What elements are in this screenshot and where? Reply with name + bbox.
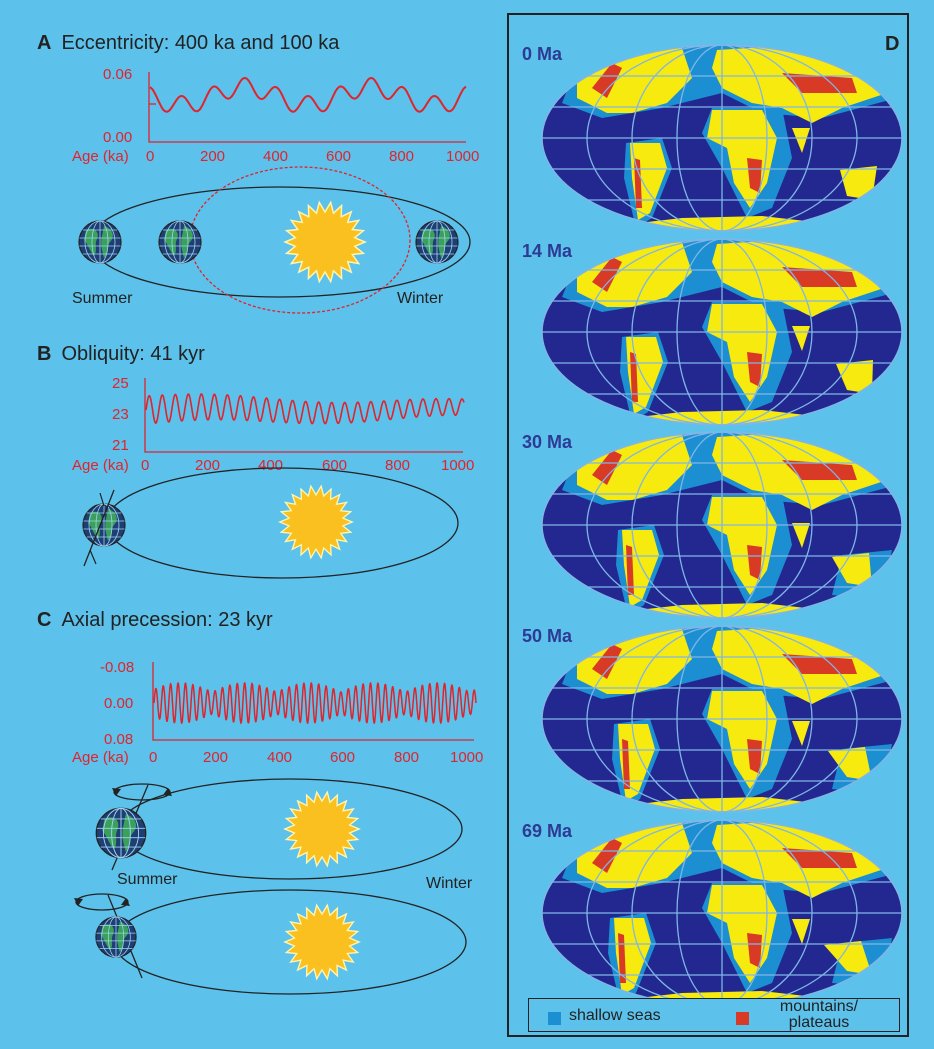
sun-icon xyxy=(278,484,354,560)
panel-c-xtick-600: 600 xyxy=(330,749,356,766)
panel-b-ytick-23: 23 xyxy=(112,406,129,423)
map-label-30ma: 30 Ma xyxy=(522,432,573,452)
panel-b-xlabel: Age (ka) xyxy=(72,457,129,474)
panel-a-title-text: Eccentricity: 400 ka and 100 ka xyxy=(61,32,340,54)
panel-c-xtick-400: 400 xyxy=(267,749,293,766)
earth-icon xyxy=(78,220,122,264)
panel-a-xtick-200: 200 xyxy=(200,148,226,165)
panel-a-xtick-600: 600 xyxy=(326,148,352,165)
earth-icon xyxy=(95,807,147,859)
earth-icon xyxy=(82,503,126,547)
panel-c-title-text: Axial precession: 23 kyr xyxy=(61,609,273,631)
legend-swatch-mountains xyxy=(736,1012,749,1025)
panel-a-letter: A xyxy=(37,32,52,54)
panel-c-ytick-mid: 0.00 xyxy=(104,695,134,712)
panel-b-ytick-25: 25 xyxy=(112,375,129,392)
panel-c-xtick-200: 200 xyxy=(203,749,229,766)
panel-a-ytick-bottom: 0.00 xyxy=(103,129,133,146)
panel-b-title: B Obliquity: 41 kyr xyxy=(37,343,205,366)
earth-icon xyxy=(415,220,459,264)
panel-b-xtick-1000: 1000 xyxy=(441,457,475,474)
legend-label-mountains-line1: mountains/ xyxy=(779,998,859,1015)
map-label-14ma: 14 Ma xyxy=(522,241,573,261)
panel-a-xtick-1000: 1000 xyxy=(446,148,480,165)
panel-c-letter: C xyxy=(37,609,52,631)
panel-b-xtick-200: 200 xyxy=(195,457,221,474)
sun-icon xyxy=(283,903,361,981)
panel-a-xtick-800: 800 xyxy=(389,148,415,165)
earth-icon xyxy=(95,916,137,958)
panel-b-xtick-800: 800 xyxy=(385,457,411,474)
map-label-69ma: 69 Ma xyxy=(522,821,573,841)
panel-c-ytick-bottom: 0.08 xyxy=(104,731,134,748)
panel-a-title: A Eccentricity: 400 ka and 100 ka xyxy=(37,32,339,55)
sun-icon xyxy=(283,200,367,284)
panel-a-xtick-0: 0 xyxy=(146,148,155,165)
legend-swatch-shallow-seas xyxy=(548,1012,561,1025)
map-legend: shallow seas mountains/ plateaus xyxy=(528,998,900,1032)
map-label-50ma: 50 Ma xyxy=(522,626,573,646)
panel-c-summer-label: Summer xyxy=(117,871,178,888)
panel-d-frame xyxy=(507,13,909,1037)
panel-b-xtick-400: 400 xyxy=(258,457,284,474)
panel-c-title: C Axial precession: 23 kyr xyxy=(37,609,273,632)
sun-icon xyxy=(283,790,361,868)
panel-c-ytick-top: -0.08 xyxy=(100,659,135,676)
earth-axis-icon xyxy=(83,489,115,567)
panel-b-ytick-21: 21 xyxy=(112,437,129,454)
panel-b-title-text: Obliquity: 41 kyr xyxy=(61,343,205,365)
earth-icon xyxy=(158,220,202,264)
panel-c-xtick-1000: 1000 xyxy=(450,749,484,766)
legend-label-mountains: mountains/ plateaus xyxy=(759,999,879,1031)
panel-d-letter: D xyxy=(885,33,900,55)
panel-a-xtick-400: 400 xyxy=(263,148,289,165)
panel-a-xlabel: Age (ka) xyxy=(72,148,129,165)
panel-c-xtick-0: 0 xyxy=(149,749,158,766)
map-label-0ma: 0 Ma xyxy=(522,44,563,64)
panel-c-winter-label: Winter xyxy=(426,875,473,892)
panel-b-letter: B xyxy=(37,343,52,365)
panel-c-xtick-800: 800 xyxy=(394,749,420,766)
panel-a-winter-label: Winter xyxy=(397,290,444,307)
legend-label-shallow-seas: shallow seas xyxy=(569,1007,661,1024)
panel-a-ytick-top: 0.06 xyxy=(103,66,133,83)
panel-c-xlabel: Age (ka) xyxy=(72,749,129,766)
legend-label-mountains-line2: plateaus xyxy=(788,1014,850,1031)
panel-a-summer-label: Summer xyxy=(72,290,133,307)
panel-b-xtick-0: 0 xyxy=(141,457,150,474)
